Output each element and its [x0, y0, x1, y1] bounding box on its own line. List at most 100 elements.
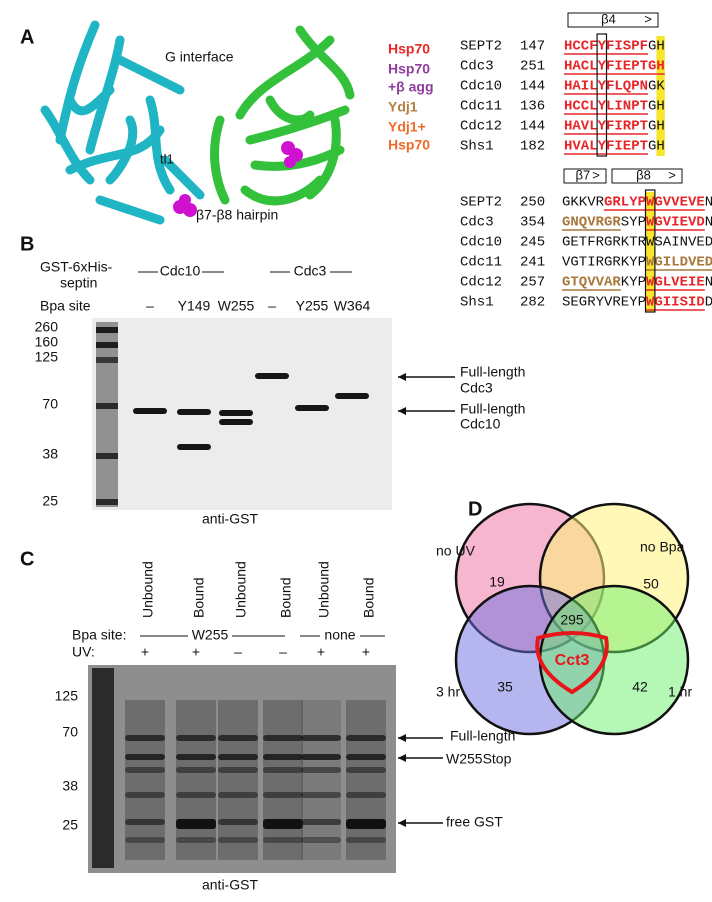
column-label: Unbound [233, 561, 249, 618]
band [218, 837, 258, 843]
legend-entry: Hsp70 [388, 61, 430, 77]
uv-sign: + [362, 644, 370, 660]
structure-arrow: > [668, 167, 676, 182]
sequence-segment: GVIEVD [654, 215, 704, 231]
band [263, 837, 303, 843]
gel-bands: Unbound + Bound + Unbound – Bound – Unbound + Boun… [55, 561, 443, 868]
lane-label: Y255 [296, 298, 329, 314]
lane-smear [176, 700, 216, 860]
residue-highlight [656, 56, 665, 76]
marker-label: 70 [62, 724, 78, 740]
marker-label: 125 [55, 688, 79, 704]
band [176, 767, 216, 773]
column-label: Bound [191, 578, 207, 618]
sequence-name: Cdc3 [460, 59, 494, 75]
sequence-start: 182 [520, 139, 545, 155]
count: 295 [560, 612, 584, 628]
marker-label: 70 [42, 396, 58, 412]
group-label: none [324, 627, 355, 643]
band [263, 754, 303, 760]
sequence-segment: GTQVVAR [562, 275, 621, 291]
band [263, 792, 303, 798]
band [346, 819, 386, 829]
sequence-segment: SEGRYVREYP [562, 295, 646, 311]
annotation: tl1 [160, 151, 174, 166]
arrowhead [398, 819, 406, 827]
sequence-start: 241 [520, 255, 545, 271]
arrow-label: W255Stop [446, 751, 512, 767]
uv-sign: – [279, 644, 287, 660]
residue-highlight [656, 96, 665, 116]
lane-label: – [268, 298, 276, 314]
marker-label: 125 [35, 349, 59, 365]
band [301, 819, 341, 825]
uv-sign: + [141, 644, 149, 660]
band [301, 792, 341, 798]
ladder [96, 322, 118, 507]
arrow-label: Full-length [450, 728, 515, 744]
panel-label: D [468, 498, 482, 520]
sequence-segment: W [646, 275, 655, 291]
sequence-name: Shs1 [460, 295, 494, 311]
arrow-label: Full-length [460, 401, 525, 417]
lane-label: W255 [218, 298, 255, 314]
venn [454, 502, 690, 736]
panel-label: A [20, 26, 34, 48]
ladder [92, 668, 114, 868]
sequence-segment: KYP [621, 275, 646, 291]
sequence-start: 250 [520, 195, 545, 211]
sequence-segment: GETFRGRKTR [562, 235, 647, 251]
column-box [644, 189, 656, 313]
ladder-band [96, 342, 118, 348]
sequence-segment: GVVEVE [654, 195, 704, 211]
sequence-segment: GNQVRGR [562, 215, 621, 231]
annotation: G interface [165, 49, 234, 65]
sequence-segment: GLVEIE [654, 275, 704, 291]
sequence-segment: H [656, 139, 664, 155]
band [219, 410, 253, 416]
band [177, 409, 211, 415]
highlight-label: Cct3 [555, 652, 590, 669]
sequence-segment: K [656, 79, 665, 95]
count: 50 [643, 576, 659, 592]
column-label: Bound [278, 578, 294, 618]
ladder-band [96, 327, 118, 333]
sequence-name: Cdc11 [460, 99, 502, 115]
band [218, 754, 258, 760]
sequence-segment: SYP [621, 215, 646, 231]
panel-label: C [20, 548, 34, 570]
band [301, 735, 341, 741]
construct-label: GST-6xHis- [40, 259, 113, 275]
sequence-name: Cdc12 [460, 119, 502, 135]
sequence-segment: D [705, 295, 712, 311]
ladder-band [96, 499, 118, 505]
marker-label: 38 [42, 446, 58, 462]
band [125, 819, 165, 825]
band [125, 735, 165, 741]
marker-label: 25 [62, 817, 78, 833]
band [263, 767, 303, 773]
group-label: W255 [192, 627, 229, 643]
sequence-start: 245 [520, 235, 545, 251]
sequence-start: 147 [520, 39, 545, 55]
sequence-start: 257 [520, 275, 545, 291]
band [263, 819, 303, 829]
residue-highlight [656, 116, 665, 136]
ladder-band [96, 357, 118, 363]
sequence-segment: SAINVED [654, 235, 712, 251]
sequence-start: 136 [520, 99, 545, 115]
sequence-name: Cdc10 [460, 79, 502, 95]
bpa-label: Bpa site: [72, 627, 126, 643]
band [263, 735, 303, 741]
sequence-segment: W [646, 295, 655, 311]
sequence-segment: G [648, 119, 656, 135]
lane-label: W364 [334, 298, 371, 314]
sequence-segment: G [648, 39, 656, 55]
sequence-name: SEPT2 [460, 195, 502, 211]
residue-highlight [646, 252, 655, 272]
sequence-segment: N [705, 195, 712, 211]
sequence-segment: GKKVR [562, 195, 605, 211]
legend-entry: +β agg [388, 79, 434, 95]
band [218, 792, 258, 798]
